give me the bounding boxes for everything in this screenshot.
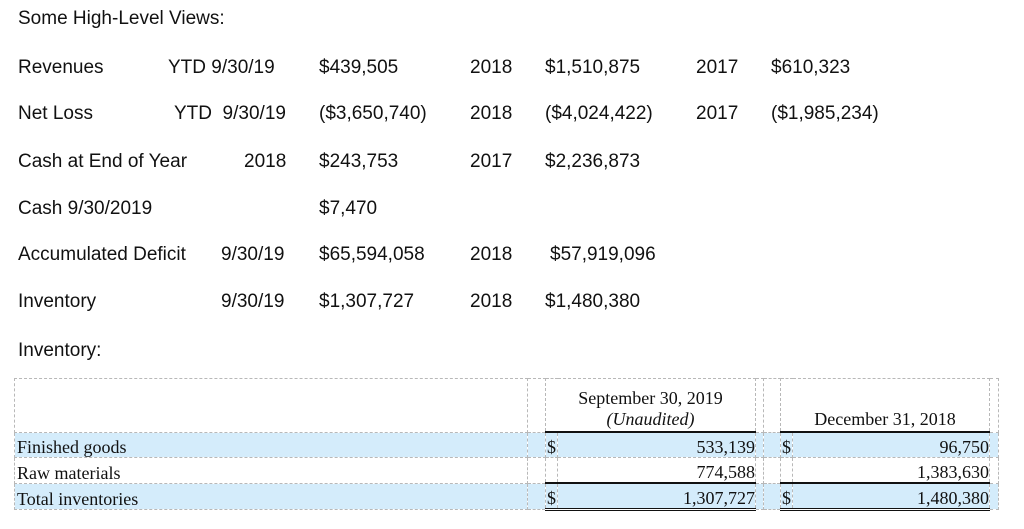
row-value: $243,753 xyxy=(319,151,399,172)
row-period: 2018 xyxy=(470,244,513,265)
value-sep-2019: 1,307,727 xyxy=(557,482,756,511)
row-label: Revenues xyxy=(18,57,104,78)
table-header-row: September 30, 2019 (Unaudited) December … xyxy=(14,378,999,433)
row-period: YTD 9/30/19 xyxy=(168,57,275,78)
row-value: $439,505 xyxy=(319,57,399,78)
row-value: $65,594,058 xyxy=(319,244,425,265)
currency-symbol: $ xyxy=(545,482,558,511)
inventory-table: September 30, 2019 (Unaudited) December … xyxy=(14,378,999,511)
table-row-total: Total inventories $ 1,307,727 $ 1,480,38… xyxy=(14,482,999,511)
row-period: 2018 xyxy=(470,103,513,124)
row-label: Cash at End of Year xyxy=(18,151,188,172)
row-period: 2018 xyxy=(244,151,287,172)
row-period: 9/30/19 xyxy=(221,244,285,265)
row-label: Net Loss xyxy=(18,103,93,124)
row-period: 2018 xyxy=(470,291,513,312)
value-sep-2019: 533,139 xyxy=(557,431,756,458)
table-row: Finished goods $ 533,139 $ 96,750 xyxy=(14,431,999,458)
row-period: YTD 9/30/19 xyxy=(174,103,286,124)
row-label: Cash 9/30/2019 xyxy=(18,198,153,219)
column-header-date: December 31, 2018 xyxy=(814,409,956,429)
row-value: ($4,024,422) xyxy=(545,103,653,124)
row-period: 2017 xyxy=(470,151,513,172)
row-label: Total inventories xyxy=(14,482,528,510)
currency-symbol: $ xyxy=(780,431,793,458)
inventory-heading: Inventory: xyxy=(18,340,102,361)
currency-symbol: $ xyxy=(545,431,558,458)
row-value: $1,510,875 xyxy=(545,57,641,78)
currency-blank xyxy=(780,457,793,484)
row-value: $1,307,727 xyxy=(319,291,415,312)
row-value: $1,480,380 xyxy=(545,291,641,312)
row-value: $7,470 xyxy=(319,198,378,219)
column-header-dec-2018: December 31, 2018 xyxy=(780,378,990,433)
value-dec-2018: 96,750 xyxy=(792,431,990,458)
row-value: ($3,650,740) xyxy=(319,103,427,124)
column-header-note: (Unaudited) xyxy=(606,409,695,429)
column-header-sep-2019: September 30, 2019 (Unaudited) xyxy=(545,378,756,433)
row-period: 2017 xyxy=(696,103,739,124)
row-value: $57,919,096 xyxy=(550,244,656,265)
value-dec-2018: 1,480,380 xyxy=(792,482,990,511)
value-sep-2019: 774,588 xyxy=(557,457,756,484)
value-dec-2018: 1,383,630 xyxy=(792,457,990,484)
row-period: 9/30/19 xyxy=(221,291,285,312)
column-header-date: September 30, 2019 xyxy=(578,388,723,408)
currency-symbol: $ xyxy=(780,482,793,511)
row-value: ($1,985,234) xyxy=(771,103,879,124)
section-heading: Some High-Level Views: xyxy=(18,8,225,29)
currency-blank xyxy=(545,457,558,484)
row-period: 2017 xyxy=(696,57,739,78)
row-label: Raw materials xyxy=(14,457,528,484)
row-label: Finished goods xyxy=(14,431,528,458)
row-label: Accumulated Deficit xyxy=(18,244,186,265)
row-label: Inventory xyxy=(18,291,97,312)
row-period: 2018 xyxy=(470,57,513,78)
row-value: $610,323 xyxy=(771,57,851,78)
header-blank xyxy=(14,378,528,433)
table-row: Raw materials 774,588 1,383,630 xyxy=(14,457,999,484)
row-value: $2,236,873 xyxy=(545,151,641,172)
